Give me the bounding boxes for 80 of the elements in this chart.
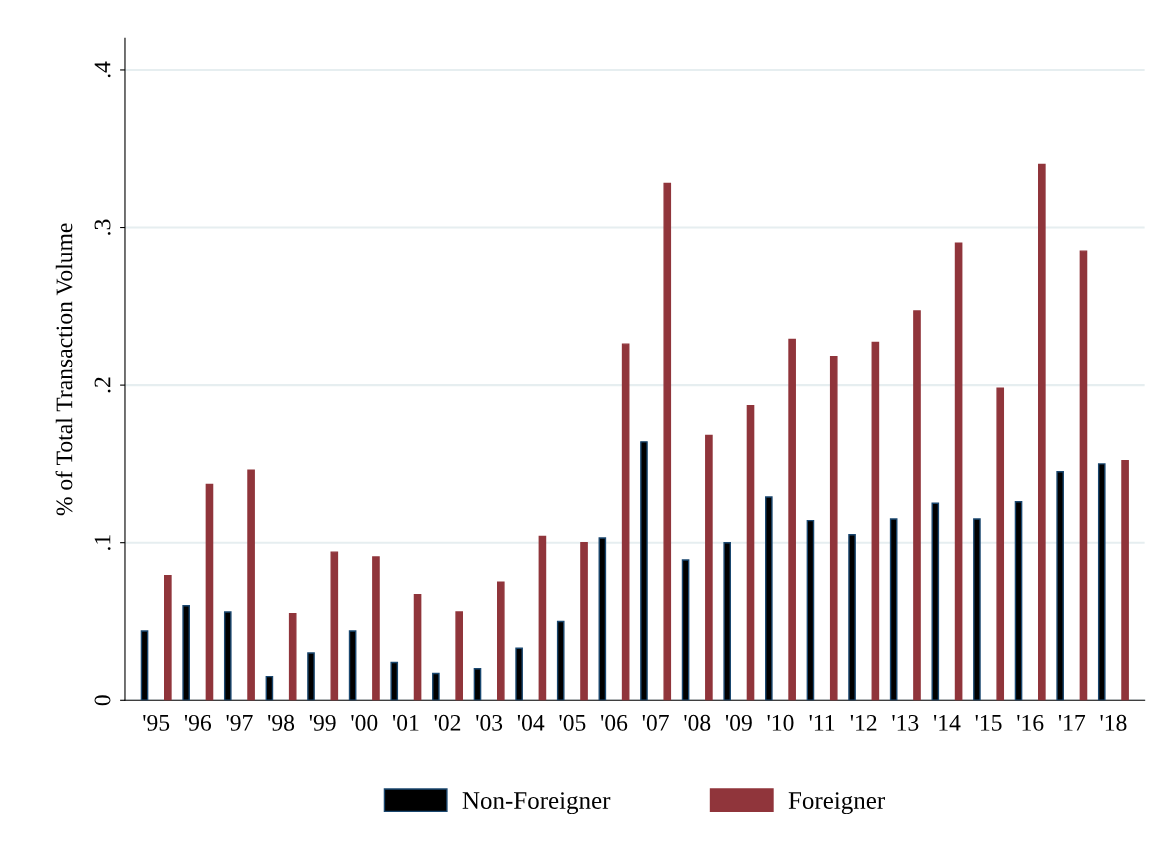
bar [390, 661, 399, 701]
legend-label: Non-Foreigner [462, 792, 611, 815]
bar [372, 556, 380, 701]
bar [996, 387, 1005, 701]
bar [473, 668, 482, 701]
bar [681, 559, 690, 701]
bar [288, 612, 297, 701]
bar [413, 594, 422, 701]
bar [496, 581, 505, 701]
bar [205, 483, 214, 701]
bar [723, 542, 732, 701]
x-tick-label: '13 [892, 714, 919, 731]
x-tick-label: '18 [1100, 714, 1127, 731]
bar [1079, 250, 1088, 701]
x-tick-label: '17 [1058, 714, 1086, 731]
bar [432, 672, 440, 701]
bar [746, 404, 755, 701]
bar [1038, 163, 1046, 701]
x-tick-label: '12 [850, 714, 877, 731]
bar [889, 518, 898, 701]
bar [140, 630, 149, 701]
x-tick-label: '96 [184, 714, 212, 731]
bar [556, 620, 565, 701]
bar [1121, 460, 1129, 701]
bar [1056, 471, 1064, 701]
x-tick-label: '16 [1017, 714, 1044, 731]
x-tick-label: '05 [559, 714, 586, 731]
bar [663, 182, 672, 701]
bar [829, 356, 838, 701]
bar [806, 519, 815, 701]
x-tick-label: '00 [351, 714, 378, 731]
bar [455, 611, 463, 701]
bar [705, 434, 713, 701]
bar [788, 338, 796, 701]
bar [538, 535, 547, 701]
bar [848, 534, 856, 701]
bar [580, 542, 588, 701]
x-tick-label: '10 [767, 714, 794, 731]
bar [182, 605, 190, 701]
x-tick-label: '95 [143, 714, 170, 731]
x-tick-label: '09 [725, 714, 752, 731]
x-tick-label: '03 [476, 714, 503, 731]
y-tick-label: 0 [94, 695, 111, 706]
x-tick-label: '11 [809, 714, 835, 731]
y-axis-title: % of Total Transaction Volume [55, 223, 73, 516]
bar [348, 630, 357, 701]
x-tick-label: '02 [434, 714, 461, 731]
x-tick-label: '01 [392, 714, 419, 731]
bar [1097, 463, 1106, 701]
x-tick-label: '98 [268, 714, 295, 731]
bar [164, 575, 172, 701]
bar [247, 469, 255, 701]
x-tick-label: '04 [517, 714, 545, 731]
y-tick-label: .1 [94, 535, 111, 550]
bar [515, 647, 523, 701]
legend-label: Foreigner [788, 792, 885, 815]
x-tick-label: '07 [642, 714, 669, 731]
y-tick-label: .4 [94, 61, 111, 78]
bar [223, 611, 232, 701]
y-tick-label: .3 [94, 219, 111, 235]
x-tick-label: '06 [601, 714, 628, 731]
x-tick-label: '14 [934, 714, 961, 731]
bar [765, 496, 773, 701]
bar [931, 502, 940, 701]
bar [621, 343, 630, 701]
bar [598, 537, 607, 701]
bar [913, 310, 921, 701]
x-tick-label: '15 [975, 714, 1002, 731]
bar [954, 242, 963, 701]
bar [871, 341, 880, 701]
bar [307, 652, 315, 701]
bar [330, 551, 339, 701]
x-tick-label: '99 [309, 714, 336, 731]
y-tick-label: .2 [94, 377, 111, 393]
bar [1014, 501, 1023, 701]
bar [973, 518, 981, 701]
x-tick-label: '97 [226, 714, 253, 731]
bar [265, 675, 274, 701]
bar [640, 441, 648, 701]
x-tick-label: '08 [684, 714, 711, 731]
